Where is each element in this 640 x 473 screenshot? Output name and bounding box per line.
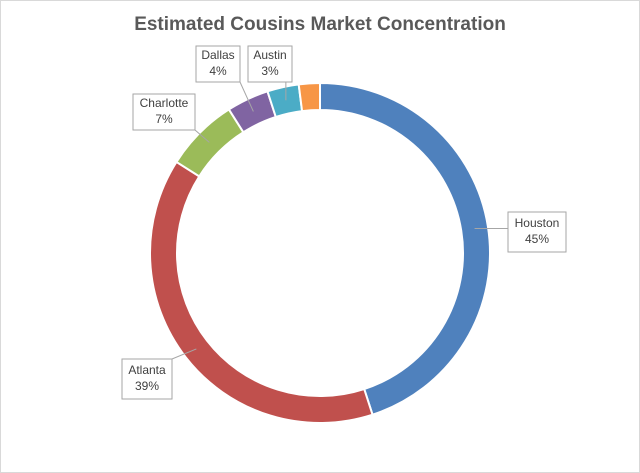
value-label: 7% [155,112,173,126]
label-box [132,93,196,131]
value-label: 45% [525,232,549,246]
category-label: Dallas [201,48,234,62]
value-label: 3% [261,64,279,78]
leader-line [171,348,197,360]
value-label: 39% [135,379,159,393]
label-box [247,45,293,83]
category-label: Houston [515,216,560,230]
category-label: Atlanta [128,363,166,377]
donut-segment [297,81,321,113]
leader-line [239,81,254,112]
leader-line [194,129,210,143]
value-label: 4% [209,64,227,78]
category-label: Austin [253,48,286,62]
category-label: Charlotte [140,96,189,110]
label-box [195,45,241,83]
label-box [507,211,567,253]
chart-title: Estimated Cousins Market Concentration [134,14,506,35]
label-box [121,358,173,400]
